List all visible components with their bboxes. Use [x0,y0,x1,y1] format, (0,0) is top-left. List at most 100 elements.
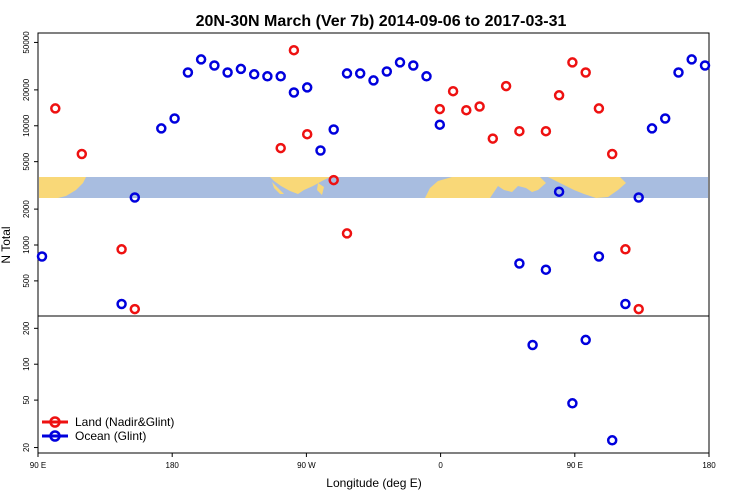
ocean-point [699,60,711,71]
ocean-point [553,186,565,197]
land-point [275,142,286,154]
legend-marker-land [49,416,61,428]
land-point [129,303,141,315]
ocean-point [686,54,697,65]
ocean-point [301,82,313,93]
ocean-point [116,298,127,310]
ocean-point [434,119,446,130]
ocean-point [262,71,273,82]
x-tick-label: 0 [438,461,443,470]
ocean-point [620,298,631,310]
land-point [76,148,88,160]
map-land-india [548,177,626,198]
legend-label-land: Land (Nadir&Glint) [75,415,174,429]
y-tick-label: 100 [22,357,31,371]
ocean-point [408,60,419,71]
map-land-north-america [270,177,330,194]
data-points [36,44,711,446]
ocean-point [195,54,207,65]
y-tick-label: 50 [22,395,31,404]
land-point [514,125,525,137]
y-axis-label: N Total [0,226,13,263]
ocean-point [567,398,578,409]
y-tick-label: 5000 [22,152,31,170]
land-point [447,85,459,97]
ocean-point [580,334,591,346]
ocean-point [248,69,260,80]
x-tick-label: 90 E [567,461,583,470]
ocean-point [540,264,552,275]
ocean-point [394,57,406,68]
legend: Land (Nadir&Glint) Ocean (Glint) [42,415,174,443]
y-tick-label: 10000 [22,114,31,137]
land-point [301,128,313,140]
ocean-point [633,192,644,203]
y-tick-label: 2000 [22,200,31,218]
land-point [341,228,353,239]
y-tick-label: 200 [22,321,31,335]
land-point [620,244,631,255]
land-point [328,174,339,186]
ocean-point [275,71,286,82]
map-land-baja [272,182,284,194]
y-tick-label: 20 [22,443,31,452]
land-point [553,90,565,101]
map-land-florida [317,183,324,195]
y-axis: 50000 20000 10000 5000 2000 1000 500 200 100 50 20 [22,31,38,452]
y-tick-label: 500 [22,274,31,288]
ocean-point [156,123,167,134]
map-land-africa-arabia [425,177,546,198]
world-map-strip [39,177,708,198]
ocean-point [315,145,326,156]
ocean-point [288,87,300,98]
ocean-point [169,113,180,124]
ocean-point [328,124,339,135]
ocean-point [593,251,605,262]
x-tick-label: 90 E [30,461,46,470]
land-point [606,148,618,160]
chart-title: 20N-30N March (Ver 7b) 2014-09-06 to 201… [196,13,567,30]
ocean-point [354,68,366,79]
ocean-point [421,71,432,82]
ocean-point [381,66,393,77]
ocean-point [209,60,220,71]
x-axis: 90 E 180 90 W 0 90 E 180 [30,453,716,470]
map-land-asia-west [39,177,86,198]
plot-frame [37,32,710,454]
ocean-point [646,123,658,134]
land-point [461,104,472,116]
land-point [50,103,61,114]
land-point [288,44,300,56]
land-point [567,57,578,68]
y-tick-label: 1000 [22,236,31,254]
ocean-point [514,258,525,269]
y-tick-label: 20000 [22,78,31,101]
ocean-point [129,192,141,203]
land-point [633,303,644,315]
ocean-point [527,339,538,351]
x-tick-label: 180 [166,461,180,470]
y-tick-label: 50000 [22,31,31,54]
land-point [500,80,512,92]
land-point [487,133,499,144]
ocean-point [659,113,671,124]
ocean-point [673,67,684,78]
land-point [580,67,591,78]
ocean-point [368,75,379,86]
ocean-point [606,435,618,446]
land-point [434,103,446,115]
land-point [116,244,127,255]
legend-label-ocean: Ocean (Glint) [75,429,146,443]
ocean-point [222,67,233,78]
x-axis-label: Longitude (deg E) [326,476,421,490]
land-point [474,101,485,112]
ocean-point [182,67,194,78]
x-tick-label: 90 W [297,461,316,470]
legend-marker-ocean [49,430,61,442]
ocean-point [235,63,247,75]
land-point [593,103,605,114]
land-point [540,125,552,137]
ocean-point [36,251,48,262]
x-tick-label: 180 [702,461,716,470]
